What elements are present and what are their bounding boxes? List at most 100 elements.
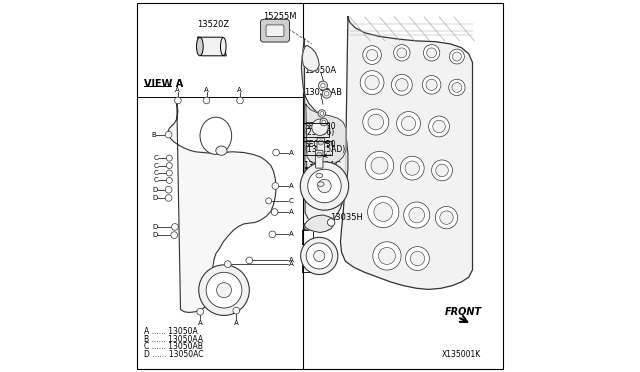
Circle shape bbox=[271, 209, 278, 215]
Text: B: B bbox=[152, 132, 157, 138]
Ellipse shape bbox=[316, 173, 323, 178]
Circle shape bbox=[199, 265, 250, 315]
Text: C: C bbox=[154, 170, 159, 176]
Circle shape bbox=[322, 120, 326, 124]
Text: 13050AA: 13050AA bbox=[303, 169, 341, 177]
Circle shape bbox=[433, 120, 445, 133]
Circle shape bbox=[360, 71, 384, 94]
Text: A: A bbox=[289, 209, 294, 215]
Circle shape bbox=[324, 92, 329, 96]
Circle shape bbox=[429, 116, 449, 137]
Circle shape bbox=[314, 250, 325, 262]
Circle shape bbox=[301, 237, 338, 275]
Circle shape bbox=[401, 116, 415, 131]
Circle shape bbox=[233, 307, 239, 314]
Circle shape bbox=[308, 169, 341, 203]
Circle shape bbox=[206, 272, 242, 308]
Text: A ...... 13050A: A ...... 13050A bbox=[145, 327, 198, 336]
Text: D: D bbox=[152, 232, 158, 238]
Circle shape bbox=[318, 179, 331, 193]
Circle shape bbox=[306, 243, 332, 269]
Circle shape bbox=[373, 242, 401, 270]
Circle shape bbox=[440, 211, 453, 224]
Ellipse shape bbox=[216, 146, 227, 155]
Circle shape bbox=[319, 81, 328, 90]
Circle shape bbox=[426, 79, 437, 90]
Circle shape bbox=[321, 83, 325, 88]
Text: SEC.130: SEC.130 bbox=[305, 140, 336, 149]
Text: A: A bbox=[289, 261, 294, 267]
Circle shape bbox=[401, 156, 424, 180]
Text: A: A bbox=[234, 320, 239, 326]
Circle shape bbox=[318, 140, 323, 145]
Circle shape bbox=[424, 45, 440, 61]
Circle shape bbox=[273, 149, 280, 156]
Ellipse shape bbox=[221, 38, 226, 55]
Ellipse shape bbox=[317, 182, 324, 186]
Circle shape bbox=[172, 224, 179, 230]
Text: 13035: 13035 bbox=[301, 223, 328, 232]
FancyBboxPatch shape bbox=[316, 150, 323, 168]
Text: A: A bbox=[175, 87, 180, 93]
Circle shape bbox=[405, 161, 419, 175]
Circle shape bbox=[367, 196, 399, 228]
Text: 15255M: 15255M bbox=[264, 12, 297, 21]
Circle shape bbox=[396, 78, 408, 91]
Circle shape bbox=[431, 160, 452, 181]
Circle shape bbox=[197, 308, 204, 315]
Circle shape bbox=[318, 110, 326, 117]
Circle shape bbox=[427, 48, 436, 58]
Circle shape bbox=[203, 97, 210, 104]
Text: C: C bbox=[154, 155, 159, 161]
Circle shape bbox=[328, 219, 335, 226]
Circle shape bbox=[374, 203, 392, 221]
Text: FRONT: FRONT bbox=[445, 307, 482, 317]
Circle shape bbox=[406, 247, 429, 270]
Circle shape bbox=[166, 155, 172, 161]
Text: A: A bbox=[204, 87, 208, 93]
Circle shape bbox=[378, 247, 396, 264]
Text: X135001K: X135001K bbox=[442, 350, 481, 359]
Circle shape bbox=[165, 195, 172, 201]
Ellipse shape bbox=[196, 37, 203, 56]
Circle shape bbox=[363, 109, 389, 135]
Circle shape bbox=[404, 202, 429, 228]
Polygon shape bbox=[198, 37, 227, 56]
Text: (23796): (23796) bbox=[305, 128, 335, 137]
Text: A: A bbox=[289, 150, 294, 155]
Text: 13050AB: 13050AB bbox=[303, 88, 342, 97]
Circle shape bbox=[171, 232, 177, 238]
Text: 13035H: 13035H bbox=[330, 213, 364, 222]
Polygon shape bbox=[168, 100, 276, 312]
FancyBboxPatch shape bbox=[317, 138, 324, 156]
Circle shape bbox=[166, 170, 172, 176]
Circle shape bbox=[449, 79, 465, 96]
Text: B ...... 13050AA: B ...... 13050AA bbox=[145, 335, 204, 344]
Text: A: A bbox=[289, 231, 294, 237]
Circle shape bbox=[300, 162, 349, 210]
Text: C: C bbox=[289, 198, 294, 204]
Text: SEC.130: SEC.130 bbox=[305, 122, 336, 131]
Text: 13520Z: 13520Z bbox=[197, 20, 229, 29]
Circle shape bbox=[320, 118, 328, 126]
Polygon shape bbox=[302, 45, 319, 71]
Circle shape bbox=[175, 97, 181, 104]
Circle shape bbox=[317, 152, 322, 157]
Polygon shape bbox=[305, 215, 334, 232]
Polygon shape bbox=[340, 17, 472, 289]
Circle shape bbox=[394, 45, 410, 61]
Ellipse shape bbox=[200, 117, 232, 154]
Text: A: A bbox=[289, 257, 294, 263]
Text: D: D bbox=[152, 187, 158, 193]
Circle shape bbox=[410, 251, 424, 266]
Circle shape bbox=[422, 76, 441, 94]
Circle shape bbox=[452, 83, 462, 92]
Text: A: A bbox=[289, 183, 294, 189]
Circle shape bbox=[365, 76, 380, 90]
Polygon shape bbox=[306, 104, 346, 166]
Circle shape bbox=[435, 206, 458, 229]
Circle shape bbox=[392, 74, 412, 95]
Circle shape bbox=[371, 157, 388, 174]
Circle shape bbox=[165, 186, 172, 193]
Text: D: D bbox=[152, 195, 158, 201]
